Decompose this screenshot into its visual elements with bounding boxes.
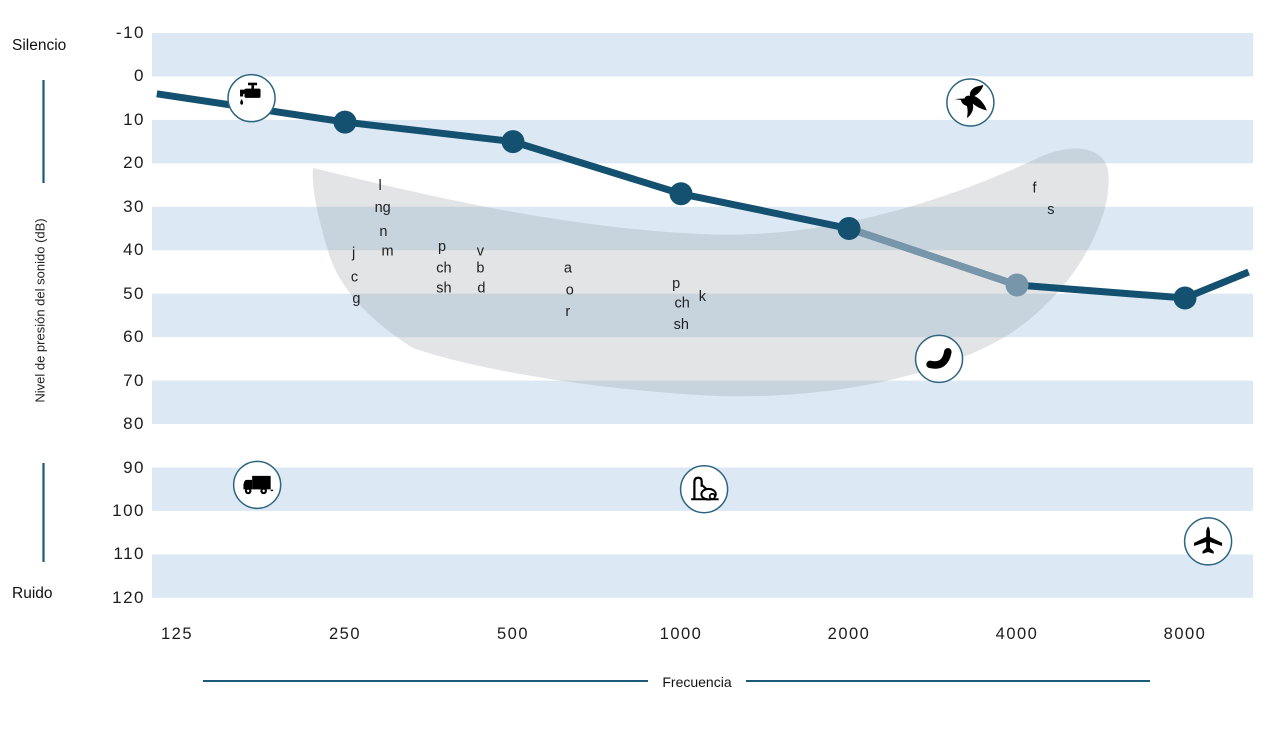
y-tick-label: 80 [123,414,145,434]
phoneme-label: c [351,269,358,285]
phone-handset-icon [914,334,964,384]
phoneme-label: sh [436,280,451,296]
airplane-silhouette [1194,526,1223,554]
y-tick-label: 110 [113,544,145,564]
phoneme-label: n [379,224,387,240]
background-band [152,554,1253,598]
phoneme-label: m [382,243,394,259]
phoneme-label: j [351,245,355,261]
y-tick-label: 30 [123,196,145,216]
y-tick-label: 90 [123,457,145,477]
x-axis-title: Frecuencia [662,674,732,690]
faucet-icon [227,73,276,123]
y-tick-label: -10 [115,23,145,42]
data-point-2000hz [837,217,861,241]
speech-banana [312,148,1109,397]
faucet-spout-end [240,93,244,97]
truck-box [252,475,271,490]
data-point-4000hz [1005,273,1029,297]
phoneme-label: g [352,291,360,307]
y-tick-label: 100 [112,500,145,520]
data-point-500hz [501,130,525,154]
y-tick-label: 10 [123,109,145,129]
airplane-icon [1183,517,1233,566]
faucet-circle [227,73,276,123]
background-band [152,206,1253,251]
water-drop [240,99,244,105]
y-tick-label: 50 [123,283,145,303]
y-tick-label: 120 [112,587,145,607]
y-tick-label: 0 [134,66,145,86]
faucet-spout [240,89,246,94]
y-tick-label: 60 [123,327,145,347]
data-point-250hz [333,110,357,134]
phoneme-label: p [672,276,680,292]
y-tick-label: 20 [123,153,145,173]
faucet-stem [251,85,255,89]
phoneme-label: b [476,261,484,277]
phoneme-label: k [699,289,707,305]
phoneme-label: s [1047,202,1054,218]
x-tick-label: 4000 [995,625,1039,643]
y-tick-label: 70 [123,370,145,390]
x-tick-label: 125 [160,625,194,643]
machine-pipe [693,476,703,500]
faucet-handle [248,82,258,86]
hummingbird-icon [946,78,995,127]
x-tick-label: 1000 [659,625,703,643]
data-point-1000hz [669,182,693,206]
phoneme-label: ng [375,200,391,216]
phoneme-label: d [477,280,485,296]
bird-silhouette [954,85,987,119]
phoneme-label: a [564,261,573,277]
faucet-body [244,88,261,98]
y-tick-label: 40 [123,240,145,260]
x-tick-label: 2000 [827,625,871,643]
x-tick-label: 8000 [1163,625,1207,643]
factory-machine-icon [679,464,729,514]
truck-wheel-hub [262,489,265,493]
background-band [152,293,1253,338]
phoneme-label: ch [675,295,690,311]
phoneme-label: l [379,178,382,194]
truck-cab [243,479,253,490]
background-band [152,380,1253,425]
phoneme-label: p [438,239,446,255]
phoneme-label: o [566,282,574,298]
silencio-label: Silencio [12,37,67,54]
data-point-8000hz [1173,286,1197,310]
phoneme-label: f [1033,180,1038,196]
phoneme-label: v [477,243,485,259]
y-axis-title: Nivel de presión del sonido (dB) [32,218,48,403]
x-tick-label: 500 [496,625,530,643]
ruido-label: Ruido [12,585,53,602]
x-tick-label: 250 [328,625,362,643]
audiogram-line-light-segment [847,225,1019,289]
audiogram-line [156,90,1250,302]
phoneme-label: sh [674,317,689,333]
machine-wheel [708,492,716,500]
phoneme-label: r [565,304,570,320]
phoneme-label: ch [436,261,451,277]
handset-shape [926,348,952,369]
background-band [152,33,1253,77]
truck-icon [232,460,282,510]
phone-handset-circle [914,334,964,384]
truck-wheel-hub [246,489,250,493]
